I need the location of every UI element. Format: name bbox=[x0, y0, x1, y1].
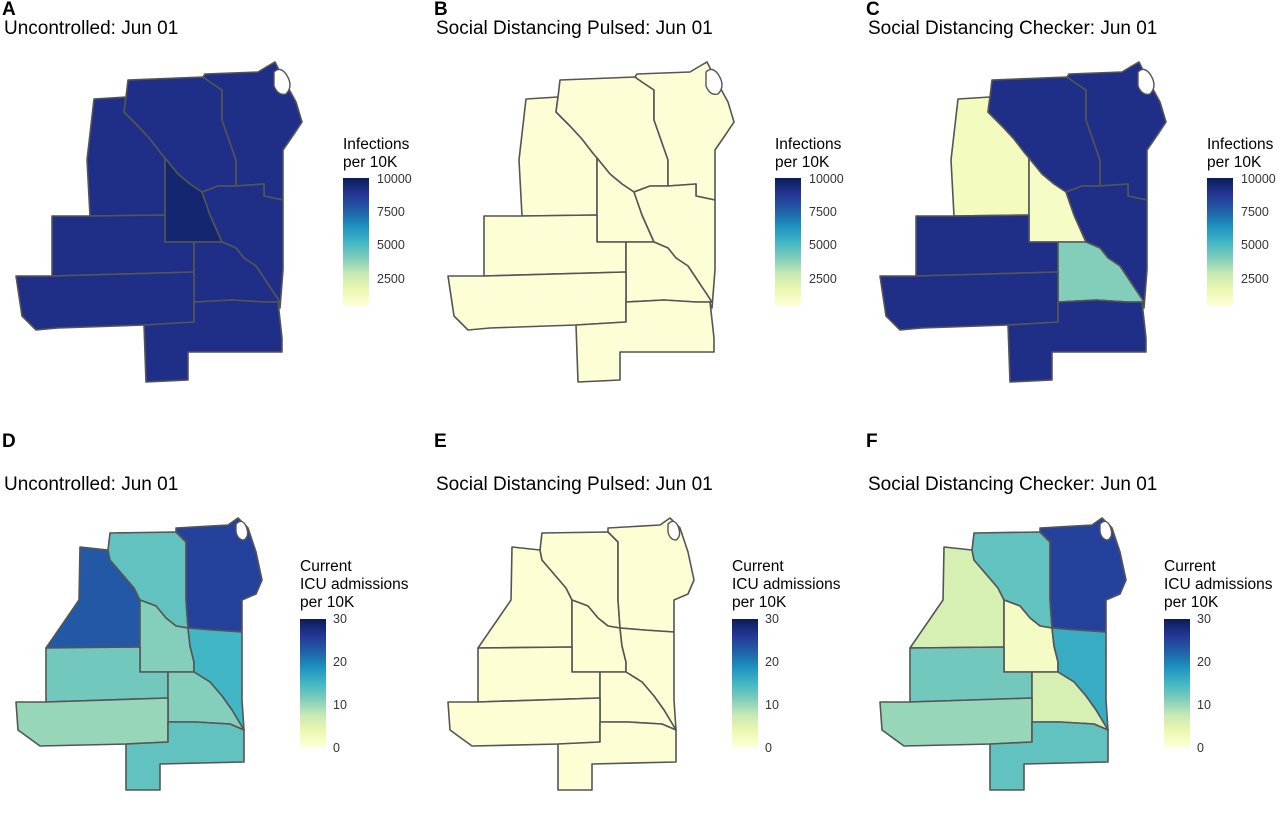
panel-title: Social Distancing Pulsed: Jun 01 bbox=[436, 474, 713, 495]
legend-tick-label: 5000 bbox=[377, 238, 405, 252]
region-northeast bbox=[1039, 517, 1127, 633]
legend-tick-label: 10000 bbox=[1241, 172, 1276, 186]
legend-color-bar bbox=[343, 178, 369, 306]
legend-color-bar bbox=[300, 619, 326, 747]
panel-title: Social Distancing Pulsed: Jun 01 bbox=[436, 18, 713, 39]
region-southwest bbox=[447, 271, 627, 331]
legend-tick-label: 10000 bbox=[377, 172, 412, 186]
region-south bbox=[989, 721, 1109, 791]
panel-title: Social Distancing Checker: Jun 01 bbox=[868, 18, 1158, 39]
lake-shape bbox=[705, 68, 723, 96]
legend-title-line: per 10K bbox=[775, 154, 830, 171]
region-south bbox=[125, 721, 245, 791]
legend-tick-label: 0 bbox=[765, 741, 772, 755]
legend-tick-label: 2500 bbox=[1241, 272, 1269, 286]
region-south bbox=[143, 299, 283, 383]
panel-c: C Social Distancing Checker: Jun 01 Infe… bbox=[864, 0, 1280, 400]
legend-color-bar bbox=[732, 619, 758, 747]
region-south bbox=[575, 299, 715, 383]
choropleth-map bbox=[447, 61, 735, 383]
legend-tick-label: 20 bbox=[1197, 655, 1211, 669]
legend-tick-label: 7500 bbox=[377, 205, 405, 219]
legend-tick-label: 30 bbox=[765, 612, 779, 626]
lake-shape bbox=[273, 68, 291, 96]
panel-letter: C bbox=[866, 0, 880, 20]
legend-tick-label: 0 bbox=[333, 741, 340, 755]
legend-title-line: per 10K bbox=[1164, 594, 1219, 611]
region-southwest bbox=[879, 697, 1033, 747]
legend-title-line: Current bbox=[732, 558, 784, 575]
panel-title: Social Distancing Checker: Jun 01 bbox=[868, 474, 1158, 495]
region-south bbox=[1007, 299, 1147, 383]
lake-shape bbox=[235, 520, 249, 541]
choropleth-map bbox=[15, 517, 263, 791]
legend-tick-label: 7500 bbox=[809, 205, 837, 219]
legend-title-line: per 10K bbox=[300, 594, 355, 611]
legend-title-line: Current bbox=[1164, 558, 1216, 575]
legend-title-line: Infections bbox=[1207, 136, 1274, 153]
legend-tick-label: 10 bbox=[333, 698, 347, 712]
panel-letter: F bbox=[866, 431, 878, 452]
legend-color-bar bbox=[775, 178, 801, 306]
choropleth-map bbox=[15, 61, 303, 383]
panel-f: F Social Distancing Checker: Jun 01 Curr… bbox=[864, 432, 1280, 832]
legend-color-bar bbox=[1207, 178, 1233, 306]
panel-title: Uncontrolled: Jun 01 bbox=[4, 474, 179, 495]
legend-tick-label: 10000 bbox=[809, 172, 844, 186]
legend-title-line: per 10K bbox=[732, 594, 787, 611]
panel-letter: E bbox=[434, 431, 447, 452]
panel-title: Uncontrolled: Jun 01 bbox=[4, 18, 179, 39]
legend-title-line: Infections bbox=[343, 136, 410, 153]
legend-tick-label: 10 bbox=[765, 698, 779, 712]
legend-tick-label: 0 bbox=[1197, 741, 1204, 755]
choropleth-map bbox=[879, 61, 1167, 383]
panel-letter: A bbox=[2, 0, 16, 20]
legend-title-line: ICU admissions bbox=[300, 576, 409, 593]
panel-letter: D bbox=[2, 431, 16, 452]
legend-title-line: Current bbox=[300, 558, 352, 575]
region-northeast bbox=[634, 61, 735, 201]
legend-tick-label: 5000 bbox=[1241, 238, 1269, 252]
panel-d: D Uncontrolled: Jun 01 Current ICU admis… bbox=[0, 432, 426, 832]
choropleth-map bbox=[879, 517, 1127, 791]
lake-shape bbox=[1137, 68, 1155, 96]
legend-tick-label: 30 bbox=[333, 612, 347, 626]
lake-shape bbox=[667, 520, 681, 541]
legend-color-bar bbox=[1164, 619, 1190, 747]
panel-letter: B bbox=[434, 0, 448, 20]
region-northeast bbox=[1066, 61, 1167, 201]
panel-e: E Social Distancing Pulsed: Jun 01 Curre… bbox=[432, 432, 858, 832]
region-southwest bbox=[879, 271, 1059, 331]
region-southwest bbox=[15, 271, 195, 331]
legend-tick-label: 10 bbox=[1197, 698, 1211, 712]
panel-a: A Uncontrolled: Jun 01 Infections per 10… bbox=[0, 0, 426, 400]
region-northeast bbox=[607, 517, 695, 633]
choropleth-map bbox=[447, 517, 695, 791]
legend-title-line: ICU admissions bbox=[732, 576, 841, 593]
legend-tick-label: 30 bbox=[1197, 612, 1211, 626]
lake-shape bbox=[1099, 520, 1113, 541]
legend-tick-label: 20 bbox=[333, 655, 347, 669]
legend-tick-label: 2500 bbox=[809, 272, 837, 286]
legend-title-line: Infections bbox=[775, 136, 842, 153]
region-northeast bbox=[202, 61, 303, 201]
legend-title-line: per 10K bbox=[343, 154, 398, 171]
region-southwest bbox=[447, 697, 601, 747]
legend-tick-label: 20 bbox=[765, 655, 779, 669]
region-south bbox=[557, 721, 677, 791]
legend-tick-label: 7500 bbox=[1241, 205, 1269, 219]
legend-tick-label: 2500 bbox=[377, 272, 405, 286]
legend-title-line: ICU admissions bbox=[1164, 576, 1273, 593]
legend-tick-label: 5000 bbox=[809, 238, 837, 252]
region-southwest bbox=[15, 697, 169, 747]
legend-title-line: per 10K bbox=[1207, 154, 1262, 171]
panel-b: B Social Distancing Pulsed: Jun 01 Infec… bbox=[432, 0, 858, 400]
region-northeast bbox=[175, 517, 263, 633]
